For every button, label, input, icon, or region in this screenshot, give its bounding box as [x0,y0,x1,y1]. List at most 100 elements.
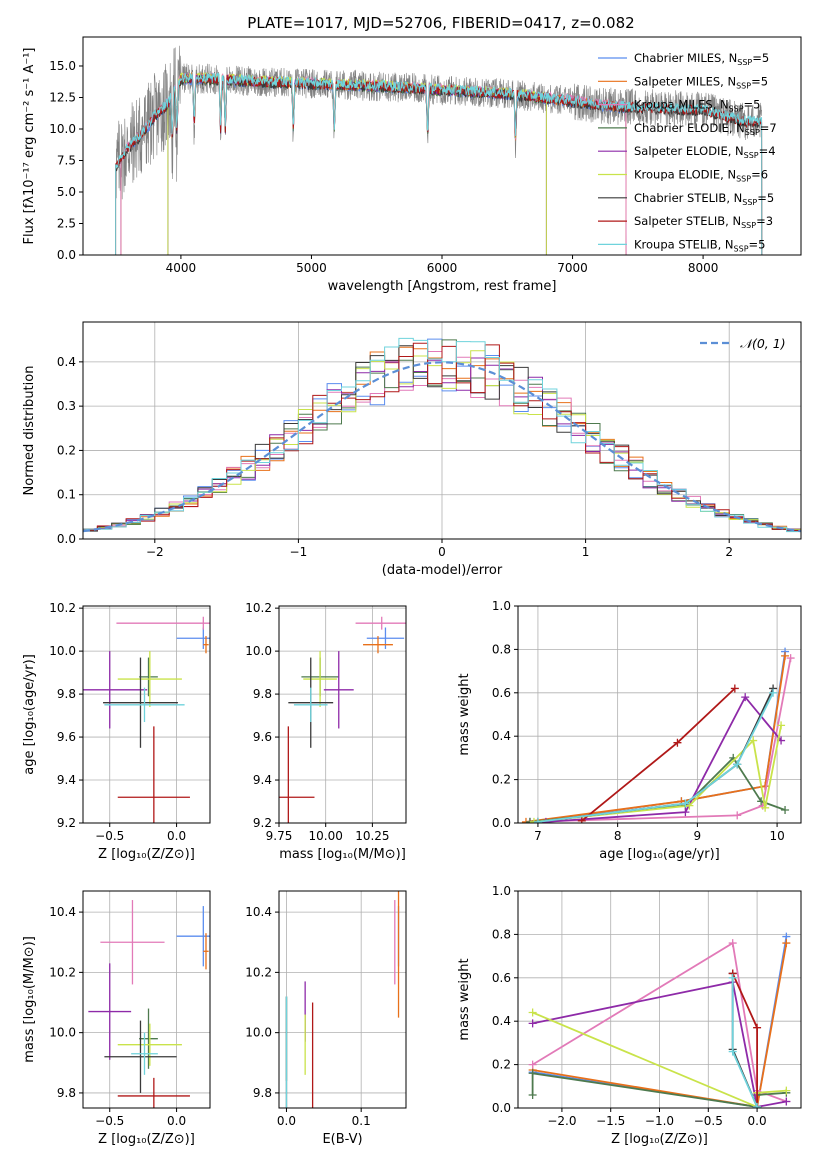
x-tick-label: 0 [438,545,446,559]
grid [279,891,406,1108]
y-tick-label: 10.2 [49,965,76,979]
plot-weight-vs-z: −2.0 −1.5 −1.0 −0.5 0.0 0.0 0.2 0.4 0.6 0.8 1.0 Z [… [457,884,802,1147]
weight-marker [777,721,786,730]
x-tick-label: −1 [290,545,308,559]
plot-residuals: −2 −1 0 1 2 0.0 0.1 0.2 0.3 0.4 (data-model)/error… [22,321,802,578]
axes: −0.5 0.0 9.8 10.0 10.2 10.4 Z [log₁₀(Z/Z⊙)] mas… [22,890,211,1147]
weight-marker [781,651,790,660]
x-tick-label: −2 [146,545,164,559]
plot-area [83,616,210,823]
series-kroupa-stelib [533,688,778,823]
axes-frame [278,605,407,824]
axes: −2 −1 0 1 2 0.0 0.1 0.2 0.3 0.4 (data-model)/error… [22,321,802,578]
x-tick-label: −2.0 [547,1114,576,1128]
legend: 𝒩(0, 1) [700,336,786,351]
y-tick-label: 0.2 [57,443,76,457]
weight-marker [753,1023,762,1032]
y-tick-label: 0.8 [492,927,511,941]
point-kroupa-stelib [131,1032,158,1075]
legend: Chabrier MILES, NSSP=5 Salpeter MILES, NS… [598,51,777,253]
weight-marker [728,1047,737,1056]
axes-frame [82,605,211,824]
y-tick-label: 0.3 [57,399,76,413]
legend-entry: Chabrier STELIB, NSSP=5 [634,191,774,207]
x-axis-label: Z [log₁₀(Z/Z⊙)] [611,1132,708,1147]
series-kroupa-miles [525,654,795,823]
weight-line [545,695,782,823]
x-axis-label: wavelength [Angstrom, rest frame] [328,279,557,294]
plot-area [528,932,791,1108]
y-tick-label: 10.0 [49,122,76,136]
y-tick-label: 0.0 [57,248,76,262]
x-tick-label: 5000 [296,261,327,275]
plot-area [88,900,210,1108]
y-axis-label: age [log₁₀(age/yr)] [22,654,37,775]
y-tick-label: 0.6 [492,686,511,700]
y-tick-label: 10.0 [245,644,272,658]
weight-marker [533,817,542,823]
weight-marker [782,1086,791,1095]
plot-spectrum: 4000 5000 6000 7000 8000 0.0 2.5 5.0 7.5 10.0 12.5… [22,36,802,294]
weight-marker [728,939,737,948]
y-tick-label: 9.8 [57,1086,76,1100]
axes-frame [82,890,211,1109]
y-tick-label: 9.6 [57,730,76,744]
x-tick-label: 0.0 [167,829,186,843]
y-tick-label: 0.2 [492,1058,511,1072]
point-chabrier-elodie [139,1008,158,1069]
point-kroupa-elodie [303,651,337,707]
legend-entry: Salpeter STELIB, NSSP=3 [634,214,773,230]
point-chabrier-stelib [104,1020,177,1093]
point-salpeter-miles [203,636,209,654]
x-tick-label: 0.0 [277,1114,296,1128]
plot-mass-vs-ebv: 0.0 0.1 9.8 10.0 10.2 10.4 E(B-V) [245,890,407,1147]
x-tick-label: 8000 [688,261,719,275]
x-tick-label: 0.1 [352,1114,371,1128]
x-tick-label: 9.75 [266,829,293,843]
legend-entry: Kroupa STELIB, NSSP=5 [634,237,765,253]
weight-marker [728,973,737,982]
point-kroupa-miles [116,616,210,630]
axes: −0.5 0.0 9.2 9.4 9.6 9.8 10.0 10.2 Z [log₁₀(Z/Z⊙… [22,601,211,862]
y-tick-label: 0.4 [492,1014,511,1028]
weight-marker [761,803,770,812]
x-tick-label: 1 [582,545,590,559]
y-tick-label: 9.4 [57,773,76,787]
axes: 4000 5000 6000 7000 8000 0.0 2.5 5.0 7.5 10.0 12.5… [22,36,802,294]
x-tick-label: −0.5 [95,1114,124,1128]
y-tick-label: 15.0 [49,59,76,73]
y-tick-label: 0.4 [492,729,511,743]
point-kroupa-stelib [104,687,185,723]
weight-marker [681,799,690,808]
weight-marker [528,1008,537,1017]
weight-marker [730,684,739,693]
y-tick-label: 9.2 [57,816,76,830]
point-kroupa-stelib [293,687,328,723]
x-tick-label: −0.5 [694,1114,723,1128]
axes: 7 8 9 10 0.0 0.2 0.4 0.6 0.8 1.0 age [log₁₀(age/yr… [457,599,802,862]
legend-entry: Kroupa MILES, NSSP=5 [634,98,760,114]
axes-frame [278,890,407,1109]
series-kroupa-stelib [728,973,762,1108]
point-salpeter-stelib [279,726,315,823]
weight-marker [528,1090,537,1099]
plot-area [83,337,801,533]
plot-mass-vs-z: −0.5 0.0 9.8 10.0 10.2 10.4 Z [log₁₀(Z/Z⊙)] mas… [22,890,211,1147]
y-tick-label: 9.6 [253,730,272,744]
y-tick-label: 0.0 [492,1101,511,1115]
point-salpeter-elodie [323,651,354,729]
y-tick-label: 0.2 [492,773,511,787]
x-tick-label: −1.5 [596,1114,625,1128]
plot-area [279,616,406,823]
weight-line [529,657,792,823]
x-tick-label: 9 [694,829,702,843]
legend-entry: Chabrier MILES, NSSP=5 [634,51,769,67]
axes: −2.0 −1.5 −1.0 −0.5 0.0 0.0 0.2 0.4 0.6 0.8 1.0 Z [… [457,884,802,1147]
weight-line [525,655,786,823]
x-tick-label: −1.0 [645,1114,674,1128]
weight-marker [673,738,682,747]
y-tick-label: 0.8 [492,642,511,656]
x-axis-label: Z [log₁₀(Z/Z⊙)] [98,847,195,862]
model-spectrum-salpeter-stelib [115,72,763,255]
legend-entry: Chabrier ELODIE, NSSP=7 [634,121,777,137]
